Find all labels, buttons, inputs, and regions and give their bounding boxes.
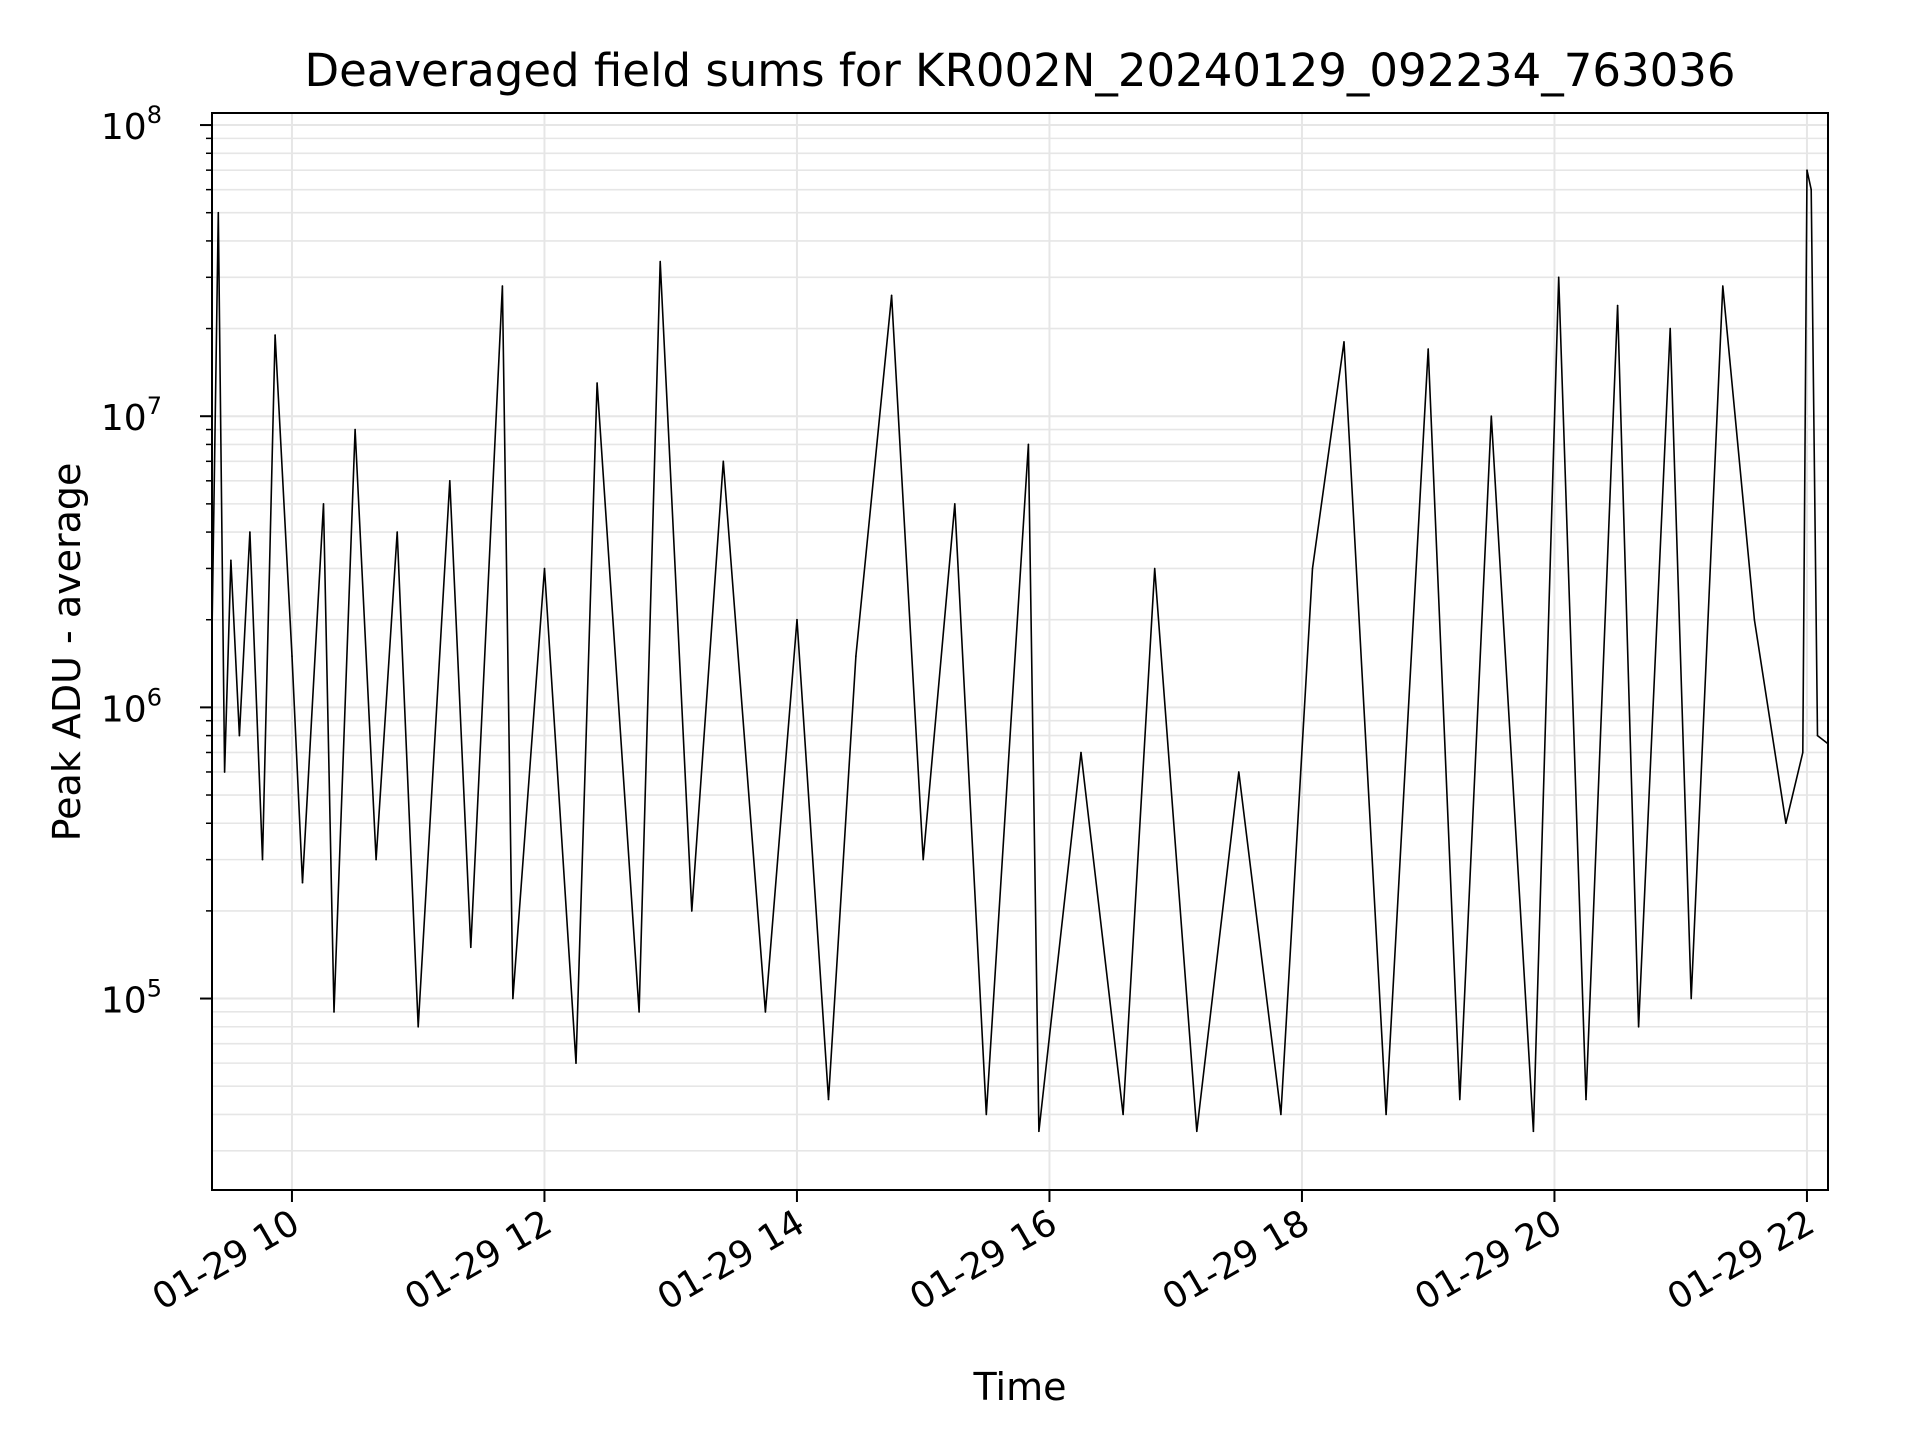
data-point bbox=[354, 428, 356, 431]
data-point bbox=[291, 655, 293, 657]
x-tick-label: 01-29 18 bbox=[1156, 1202, 1317, 1318]
x-tick-label: 01-29 22 bbox=[1661, 1202, 1822, 1318]
data-point bbox=[238, 734, 241, 737]
data-point bbox=[1816, 734, 1819, 737]
data-point bbox=[1753, 618, 1756, 621]
data-point bbox=[1459, 1098, 1461, 1101]
data-point bbox=[230, 559, 232, 562]
data-point bbox=[274, 334, 276, 336]
data-point bbox=[722, 460, 725, 463]
data-point bbox=[890, 294, 893, 297]
data-point bbox=[827, 1098, 830, 1101]
data-point bbox=[922, 858, 924, 861]
y-axis-label: Peak ADU - average bbox=[45, 463, 89, 842]
data-point bbox=[217, 211, 220, 214]
data-point bbox=[261, 858, 264, 861]
data-point bbox=[1785, 822, 1787, 824]
data-point bbox=[1196, 1130, 1198, 1133]
data-point bbox=[596, 382, 598, 384]
data-point bbox=[1427, 348, 1429, 350]
data-point bbox=[396, 531, 399, 533]
data-point bbox=[1280, 1113, 1282, 1116]
x-tick-label: 01-29 10 bbox=[146, 1202, 307, 1318]
data-point bbox=[1238, 771, 1240, 773]
x-tick-label: 01-29 12 bbox=[398, 1202, 559, 1318]
data-point bbox=[1385, 1113, 1387, 1116]
data-point bbox=[954, 503, 956, 505]
data-point bbox=[575, 1062, 577, 1064]
series-line bbox=[211, 169, 1829, 1133]
data-point bbox=[1585, 1098, 1587, 1101]
plot-frame bbox=[211, 112, 1829, 1191]
data-point bbox=[1311, 567, 1314, 570]
data-point bbox=[301, 881, 304, 884]
data-point bbox=[417, 1026, 420, 1028]
data-point bbox=[543, 567, 546, 570]
data-point bbox=[1722, 285, 1724, 287]
data-point bbox=[659, 260, 661, 263]
data-line-group bbox=[211, 169, 1829, 1133]
data-point bbox=[1616, 304, 1619, 307]
data-point bbox=[512, 997, 514, 1000]
data-point bbox=[1122, 1113, 1124, 1116]
data-point bbox=[470, 946, 472, 949]
data-point bbox=[691, 910, 693, 912]
x-tick-label: 01-29 16 bbox=[903, 1202, 1064, 1318]
data-point bbox=[764, 1011, 767, 1013]
x-tick-label: 01-29 14 bbox=[651, 1202, 812, 1318]
data-point bbox=[1027, 443, 1030, 446]
y-tick-label: 108 bbox=[101, 101, 162, 148]
data-point bbox=[1669, 327, 1671, 330]
data-point bbox=[1802, 751, 1804, 754]
y-tick-label: 107 bbox=[101, 392, 162, 439]
x-axis-label: Time bbox=[973, 1365, 1067, 1409]
y-tick-label: 106 bbox=[101, 683, 162, 730]
data-point bbox=[1557, 276, 1560, 279]
data-point bbox=[249, 531, 251, 533]
data-point bbox=[333, 1011, 335, 1013]
data-point bbox=[1532, 1130, 1535, 1133]
data-point bbox=[985, 1113, 988, 1116]
data-point bbox=[1038, 1130, 1040, 1133]
y-ticks: 105 106 107 108 bbox=[101, 101, 212, 1022]
data-point bbox=[322, 503, 325, 505]
data-point bbox=[796, 618, 798, 621]
data-point bbox=[1153, 567, 1156, 570]
chart-title: Deaveraged field sums for KR002N_2024012… bbox=[305, 44, 1736, 97]
data-point bbox=[638, 1011, 640, 1013]
data-point bbox=[1490, 415, 1493, 418]
data-point bbox=[1806, 169, 1808, 171]
data-point bbox=[223, 771, 226, 773]
x-tick-label: 01-29 20 bbox=[1408, 1202, 1569, 1318]
data-point bbox=[1637, 1026, 1640, 1028]
data-point bbox=[1690, 997, 1692, 1000]
data-point bbox=[501, 285, 504, 287]
data-point bbox=[1343, 341, 1345, 343]
data-point bbox=[375, 858, 377, 861]
grid bbox=[212, 113, 1828, 1190]
x-ticks: 01-29 10 01-29 12 01-29 14 01-29 16 01-29 18… bbox=[146, 1190, 1822, 1319]
data-point bbox=[1080, 751, 1082, 754]
data-point bbox=[1810, 188, 1812, 191]
y-tick-label: 105 bbox=[101, 975, 162, 1022]
data-point bbox=[449, 480, 451, 482]
data-point bbox=[855, 655, 857, 657]
